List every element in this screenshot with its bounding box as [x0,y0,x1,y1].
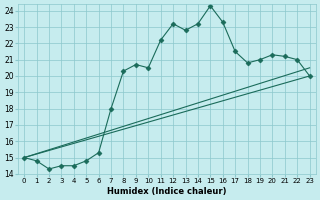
X-axis label: Humidex (Indice chaleur): Humidex (Indice chaleur) [107,187,227,196]
